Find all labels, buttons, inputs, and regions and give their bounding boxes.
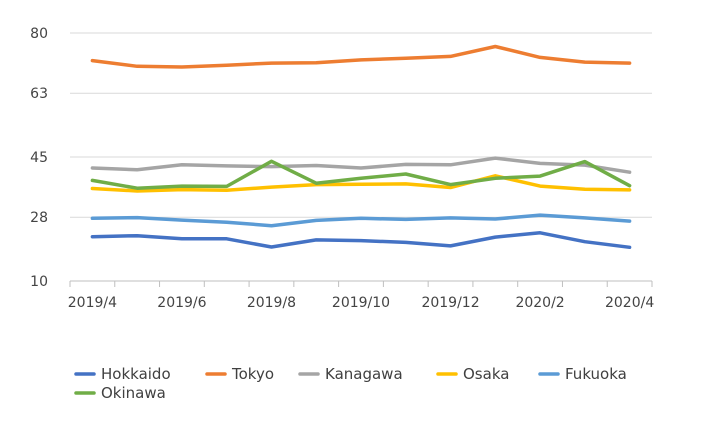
y-tick-label: 45 bbox=[30, 150, 48, 166]
x-tick-label: 2019/6 bbox=[157, 295, 206, 311]
series-line-hokkaido bbox=[90, 231, 632, 250]
legend-item-hokkaido: Hokkaido bbox=[74, 365, 171, 383]
legend-label: Hokkaido bbox=[101, 365, 171, 383]
x-tick-label: 2020/4 bbox=[605, 295, 654, 311]
legend-label: Osaka bbox=[463, 365, 509, 383]
legend-item-fukuoka: Fukuoka bbox=[538, 365, 627, 383]
legend: Hokkaido Tokyo Kanagawa Osaka Fukuoka Okinawa bbox=[74, 365, 627, 402]
legend-label: Fukuoka bbox=[565, 365, 627, 383]
y-tick-label: 80 bbox=[30, 26, 48, 42]
y-tick-label: 28 bbox=[30, 210, 48, 226]
x-tick-label: 2019/4 bbox=[68, 295, 117, 311]
legend-item-okinawa: Okinawa bbox=[74, 384, 166, 402]
legend-item-tokyo: Tokyo bbox=[205, 365, 274, 383]
series-lines bbox=[90, 44, 632, 250]
series-line-kanagawa bbox=[90, 156, 632, 174]
x-tick-label: 2020/2 bbox=[515, 295, 564, 311]
legend-label: Kanagawa bbox=[325, 365, 403, 383]
series-line-okinawa bbox=[90, 159, 632, 190]
legend-item-kanagawa: Kanagawa bbox=[298, 365, 403, 383]
series-line-tokyo bbox=[90, 44, 632, 69]
legend-label: Tokyo bbox=[231, 365, 274, 383]
legend-label: Okinawa bbox=[101, 384, 166, 402]
x-tick-label: 2019/8 bbox=[247, 295, 296, 311]
y-tick-label: 10 bbox=[30, 274, 48, 290]
x-axis: 2019/4 2019/6 2019/8 2019/10 2019/12 2020/2 20… bbox=[68, 280, 654, 311]
series-line-fukuoka bbox=[90, 213, 632, 228]
y-tick-label: 63 bbox=[30, 86, 48, 102]
x-tick-label: 2019/12 bbox=[421, 295, 479, 311]
legend-item-osaka: Osaka bbox=[436, 365, 509, 383]
x-tick-label: 2019/10 bbox=[332, 295, 390, 311]
y-axis-ticks: 10 28 45 63 80 bbox=[30, 26, 48, 290]
series-line-osaka bbox=[90, 174, 632, 193]
